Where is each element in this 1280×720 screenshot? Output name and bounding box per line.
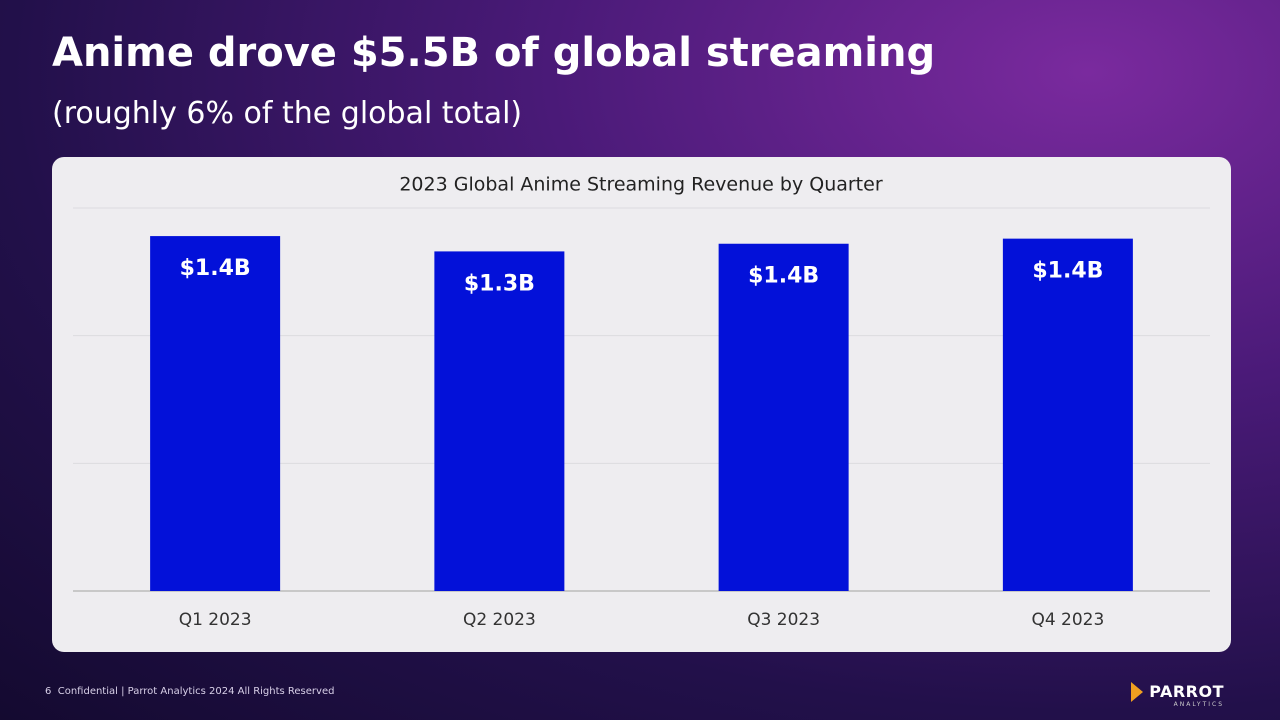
logo: PARROT ANALYTICS — [1131, 682, 1224, 708]
bar — [718, 243, 849, 591]
value-label: $1.4B — [180, 256, 251, 281]
page-number: 6 — [45, 686, 52, 697]
x-tick-label: Q1 2023 — [179, 610, 252, 630]
value-label: $1.4B — [1032, 259, 1103, 284]
logo-mark — [1131, 682, 1144, 702]
x-tick-label: Q3 2023 — [747, 610, 820, 630]
value-label: $1.3B — [464, 271, 535, 296]
logo-tagline: ANALYTICS — [1173, 701, 1224, 708]
bar — [434, 251, 565, 591]
bar — [1002, 238, 1133, 591]
chart-title: 2023 Global Anime Streaming Revenue by Q… — [399, 174, 882, 196]
footer: 6 Confidential | Parrot Analytics 2024 A… — [45, 686, 334, 697]
value-label: $1.4B — [748, 264, 819, 289]
bar — [150, 236, 281, 591]
footer-text: Confidential | Parrot Analytics 2024 All… — [57, 686, 335, 697]
x-tick-label: Q2 2023 — [463, 610, 536, 630]
slide-subtitle: (roughly 6% of the global total) — [52, 96, 523, 131]
slide-title: Anime drove $5.5B of global streaming — [52, 30, 936, 76]
logo-name: PARROT — [1149, 682, 1224, 701]
x-tick-label: Q4 2023 — [1031, 610, 1104, 630]
